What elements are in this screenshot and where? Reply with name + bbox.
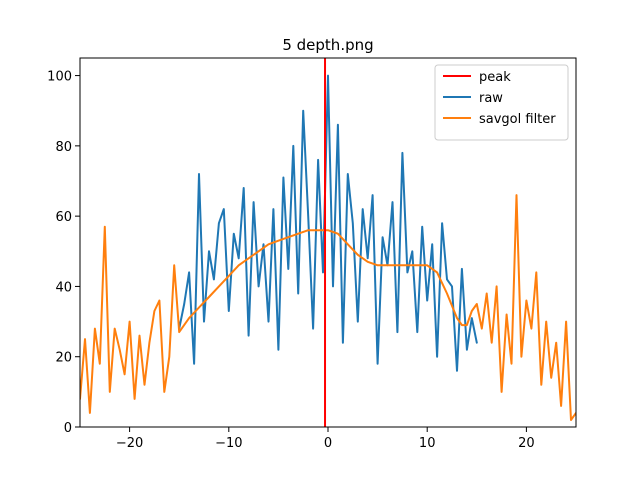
x-tick-label: 20 <box>518 436 535 451</box>
y-tick-label: 80 <box>55 140 72 155</box>
series-line-raw <box>178 74 478 372</box>
legend-label: savgol filter <box>479 112 556 127</box>
y-tick-label: 100 <box>47 70 72 85</box>
y-tick-label: 0 <box>64 421 72 436</box>
chart-title: 5 depth.png <box>282 36 373 54</box>
x-tick-label: 0 <box>324 436 332 451</box>
axes: −20 −10 0 10 20 0 20 40 60 80 100 <box>47 57 577 451</box>
legend-box <box>434 64 569 141</box>
y-tick-label: 40 <box>55 280 72 295</box>
legend-label: peak <box>479 70 511 85</box>
x-tick-label: 10 <box>419 436 436 451</box>
legend: peak raw savgol filter <box>434 64 569 141</box>
x-tick-label: −20 <box>116 436 143 451</box>
y-tick-label: 60 <box>55 210 72 225</box>
x-tick-label: −10 <box>215 436 242 451</box>
series-line-savgol-filter <box>80 194 576 421</box>
y-tick-label: 20 <box>55 351 72 366</box>
legend-label: raw <box>479 91 503 106</box>
